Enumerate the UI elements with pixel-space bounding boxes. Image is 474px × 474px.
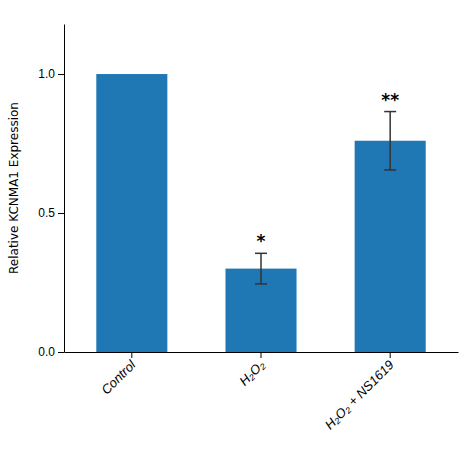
x-tick-label: H₂O₂ xyxy=(236,357,267,388)
y-tick: 0.5 xyxy=(38,206,64,220)
x-tick: Control xyxy=(98,352,139,397)
error-bar-cap xyxy=(384,111,396,113)
error-bar xyxy=(255,253,267,284)
x-tick-mark xyxy=(390,352,391,358)
x-tick: H₂O₂ xyxy=(236,352,267,389)
marks xyxy=(96,74,425,352)
y-tick-label: 0.5 xyxy=(38,206,55,220)
x-tick-label: Control xyxy=(98,356,139,397)
y-tick-label: 1.0 xyxy=(38,67,55,81)
error-bar-cap xyxy=(255,253,267,255)
y-tick-mark xyxy=(58,213,64,214)
x-tick-label: H₂O₂ + NS1619 xyxy=(322,357,397,432)
y-tick-mark xyxy=(58,74,64,75)
chart-container: 0.00.51.0ControlH₂O₂H₂O₂ + NS1619***Rela… xyxy=(0,0,474,474)
error-bar-cap xyxy=(255,283,267,285)
chart-svg: 0.00.51.0ControlH₂O₂H₂O₂ + NS1619***Rela… xyxy=(0,0,474,474)
bar xyxy=(355,141,426,352)
bar xyxy=(96,74,167,352)
y-tick-label: 0.0 xyxy=(38,345,55,359)
y-axis-line xyxy=(64,25,65,353)
x-tick-mark xyxy=(131,352,132,358)
error-bar-cap xyxy=(384,169,396,171)
y-tick: 1.0 xyxy=(38,67,64,81)
y-tick-mark xyxy=(58,352,64,353)
error-bar-stem xyxy=(260,253,262,284)
significance-label: ** xyxy=(381,90,399,110)
y-tick: 0.0 xyxy=(38,345,64,359)
significance-label: * xyxy=(257,231,266,251)
x-tick-mark xyxy=(261,352,262,358)
x-axis: Control H₂O₂ H₂O₂ + NS1619 xyxy=(65,352,459,432)
error-bar-stem xyxy=(389,112,391,170)
x-tick: H₂O₂ + NS1619 xyxy=(322,352,397,432)
y-axis: 0.0 0.5 1.0 xyxy=(38,25,64,360)
error-bar xyxy=(384,112,396,170)
significance-labels: *** xyxy=(257,90,400,252)
plot: 0.00.51.0ControlH₂O₂H₂O₂ + NS1619*** xyxy=(38,25,458,433)
y-axis-title: Relative KCNMA1 Expression xyxy=(7,102,21,274)
